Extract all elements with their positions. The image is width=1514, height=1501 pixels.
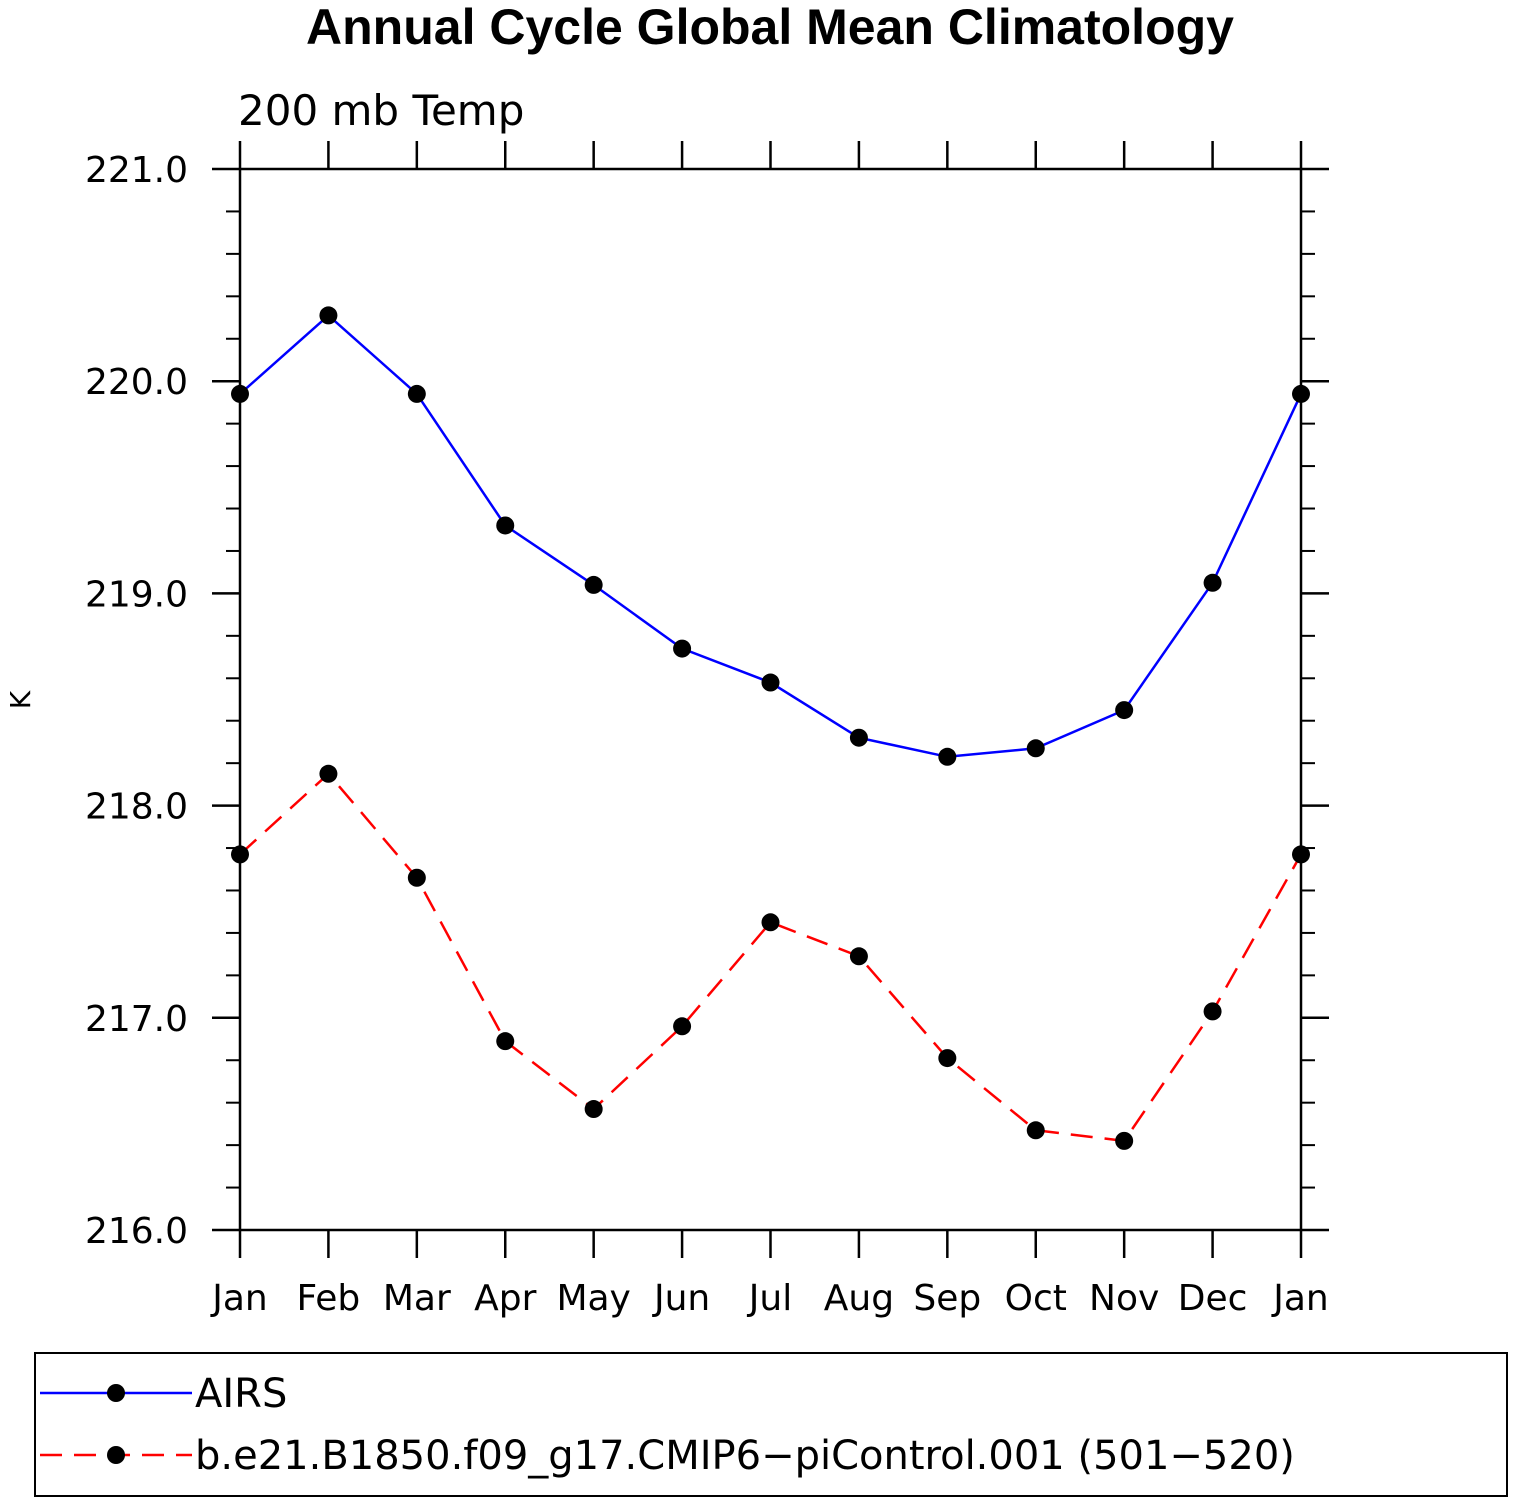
series-0-point xyxy=(1292,384,1310,403)
y-tick-label: 221.0 xyxy=(85,150,188,191)
series-0-point xyxy=(849,728,868,747)
x-tick-label: Mar xyxy=(383,1278,451,1319)
x-tick-label: Sep xyxy=(913,1278,981,1319)
axes: Jan Feb Mar Apr May Jun Jul Aug Sep Oct Nov Dec Jan 2… xyxy=(85,141,1329,1319)
x-tick-label: Jan xyxy=(210,1278,268,1319)
y-tick-label: 216.0 xyxy=(85,1211,188,1252)
series-0-point xyxy=(673,639,692,658)
x-tick-label: May xyxy=(556,1278,630,1319)
series-1-point xyxy=(231,845,249,864)
series-1-point xyxy=(1203,1002,1222,1021)
legend-box xyxy=(34,1352,1508,1497)
series-0-point xyxy=(1115,701,1134,720)
series-1-point xyxy=(407,868,426,887)
legend-label-model: b.e21.B1850.f09_g17.CMIP6−piControl.001 … xyxy=(195,1433,1295,1479)
y-tick-label: 220.0 xyxy=(85,362,188,403)
series-1-point xyxy=(319,764,338,783)
x-tick-label: Jul xyxy=(747,1278,792,1319)
chart-subtitle: 200 mb Temp xyxy=(238,86,524,135)
legend-label-airs: AIRS xyxy=(195,1371,287,1417)
series-0-point xyxy=(407,384,426,403)
plot-series xyxy=(231,306,1310,1150)
x-tick-label: Nov xyxy=(1089,1278,1159,1319)
series-1-point xyxy=(761,913,780,932)
series-1-point xyxy=(849,947,868,966)
chart-title: Annual Cycle Global Mean Climatology xyxy=(306,0,1234,55)
x-tick-label: Feb xyxy=(297,1278,361,1319)
y-axis-label: K xyxy=(4,690,37,709)
series-0-point xyxy=(496,516,515,535)
series-1-point xyxy=(673,1017,692,1036)
legend-marker-airs xyxy=(107,1384,125,1402)
x-tick-label: Apr xyxy=(474,1278,536,1319)
series-0-point xyxy=(761,673,780,692)
series-1-point xyxy=(1115,1131,1134,1150)
series-0-point xyxy=(1026,739,1045,758)
y-tick-label: 218.0 xyxy=(85,787,188,828)
series-0-point xyxy=(584,575,603,594)
series-1-point xyxy=(1292,845,1310,864)
x-tick-label: Jun xyxy=(652,1278,710,1319)
series-1-point xyxy=(496,1032,515,1051)
x-tick-label: Aug xyxy=(824,1278,894,1319)
series-line-1 xyxy=(239,771,1303,1143)
legend-marker-model xyxy=(107,1446,125,1464)
series-1-point xyxy=(938,1049,957,1068)
series-1-point xyxy=(584,1100,603,1119)
series-0-point xyxy=(938,747,957,766)
legend: AIRS b.e21.B1850.f09_g17.CMIP6−piControl… xyxy=(34,1352,1508,1497)
x-tick-label: Oct xyxy=(1005,1278,1067,1319)
plot-frame xyxy=(238,167,1303,1232)
series-0-point xyxy=(1203,573,1222,592)
series-1-point xyxy=(1026,1121,1045,1140)
x-tick-label: Dec xyxy=(1178,1278,1248,1319)
y-tick-label: 217.0 xyxy=(85,999,188,1040)
series-0-point xyxy=(319,306,338,325)
x-tick-label: Jan xyxy=(1271,1278,1329,1319)
series-0-point xyxy=(231,384,249,403)
y-tick-label: 219.0 xyxy=(85,574,188,615)
